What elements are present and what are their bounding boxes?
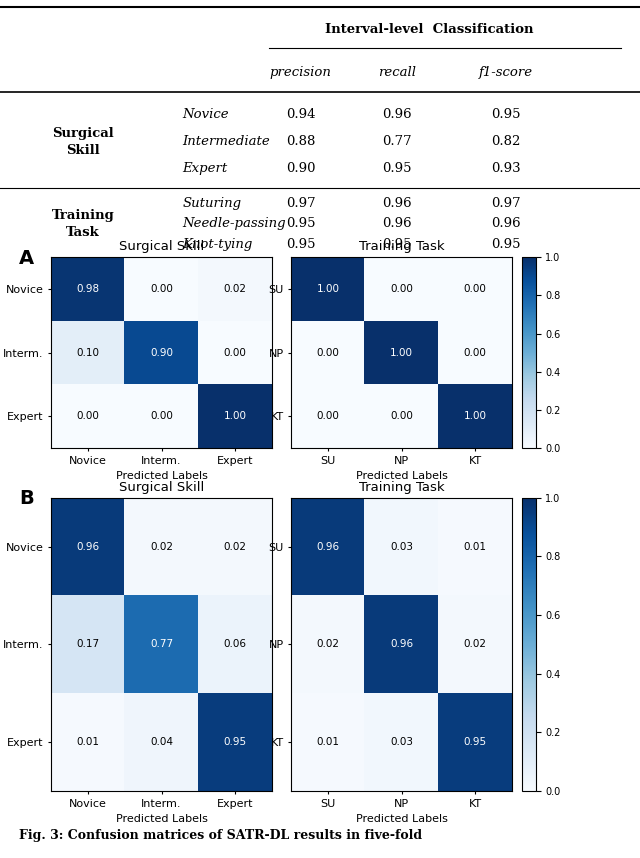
Text: 1.00: 1.00	[317, 284, 339, 294]
Text: 0.96: 0.96	[316, 541, 340, 552]
Text: 0.06: 0.06	[224, 639, 246, 650]
Text: 0.17: 0.17	[76, 639, 100, 650]
Text: 0.96: 0.96	[382, 108, 412, 122]
Text: 0.96: 0.96	[76, 541, 100, 552]
Text: Novice: Novice	[182, 108, 229, 122]
Text: f1-score: f1-score	[479, 66, 532, 79]
Text: 0.00: 0.00	[464, 284, 486, 294]
Text: 0.02: 0.02	[464, 639, 486, 650]
Text: 0.01: 0.01	[77, 737, 99, 747]
Text: 0.00: 0.00	[317, 411, 339, 421]
Title: Training Task: Training Task	[359, 240, 444, 253]
Text: Expert: Expert	[182, 161, 228, 175]
Text: 0.00: 0.00	[77, 411, 99, 421]
Text: A: A	[19, 249, 35, 268]
Text: Knot-tying: Knot-tying	[182, 238, 253, 251]
Text: 0.00: 0.00	[150, 411, 173, 421]
Text: 0.01: 0.01	[464, 541, 486, 552]
Text: 1.00: 1.00	[390, 347, 413, 358]
X-axis label: Predicted Labels: Predicted Labels	[356, 814, 447, 825]
Text: 0.10: 0.10	[77, 347, 99, 358]
Text: 0.95: 0.95	[382, 238, 412, 251]
Text: 0.96: 0.96	[382, 217, 412, 230]
Text: Fig. 3: Confusion matrices of SATR-DL results in five-fold: Fig. 3: Confusion matrices of SATR-DL re…	[19, 829, 422, 842]
Text: 0.00: 0.00	[224, 347, 246, 358]
Text: Training
Task: Training Task	[52, 208, 115, 239]
Text: 0.03: 0.03	[390, 541, 413, 552]
Text: 0.98: 0.98	[76, 284, 100, 294]
Text: Intermediate: Intermediate	[182, 135, 270, 148]
Text: 0.95: 0.95	[223, 737, 247, 747]
Text: 0.95: 0.95	[491, 108, 520, 122]
Text: Suturing: Suturing	[182, 196, 241, 209]
Text: 0.00: 0.00	[390, 411, 413, 421]
Text: B: B	[19, 489, 34, 508]
Title: Surgical Skill: Surgical Skill	[119, 240, 204, 253]
Text: 0.03: 0.03	[390, 737, 413, 747]
Text: 1.00: 1.00	[464, 411, 486, 421]
Text: 0.02: 0.02	[224, 541, 246, 552]
Text: Needle-passing: Needle-passing	[182, 217, 286, 230]
Text: recall: recall	[378, 66, 416, 79]
Text: 0.95: 0.95	[382, 161, 412, 175]
Text: 0.96: 0.96	[491, 217, 520, 230]
Text: 0.95: 0.95	[286, 238, 316, 251]
Title: Training Task: Training Task	[359, 480, 444, 493]
Text: 0.95: 0.95	[491, 238, 520, 251]
Text: 0.02: 0.02	[150, 541, 173, 552]
Text: 0.90: 0.90	[286, 161, 316, 175]
Text: 0.97: 0.97	[286, 196, 316, 209]
Text: 0.93: 0.93	[491, 161, 520, 175]
Title: Surgical Skill: Surgical Skill	[119, 480, 204, 493]
Text: 0.00: 0.00	[390, 284, 413, 294]
Text: 0.00: 0.00	[150, 284, 173, 294]
X-axis label: Predicted Labels: Predicted Labels	[116, 471, 207, 481]
Text: 0.97: 0.97	[491, 196, 520, 209]
Text: Interval-level  Classification: Interval-level Classification	[324, 22, 533, 35]
Text: 0.00: 0.00	[464, 347, 486, 358]
Text: 0.94: 0.94	[286, 108, 316, 122]
Text: 0.95: 0.95	[286, 217, 316, 230]
Text: 0.01: 0.01	[317, 737, 339, 747]
Text: 0.96: 0.96	[382, 196, 412, 209]
Text: 0.02: 0.02	[317, 639, 339, 650]
X-axis label: Predicted Labels: Predicted Labels	[116, 814, 207, 825]
Text: Surgical
Skill: Surgical Skill	[52, 126, 114, 156]
Text: 0.96: 0.96	[390, 639, 413, 650]
X-axis label: Predicted Labels: Predicted Labels	[356, 471, 447, 481]
Text: 0.95: 0.95	[463, 737, 487, 747]
Text: 0.88: 0.88	[286, 135, 316, 148]
Text: 0.02: 0.02	[224, 284, 246, 294]
Text: 0.90: 0.90	[150, 347, 173, 358]
Text: 0.77: 0.77	[382, 135, 412, 148]
Text: 0.00: 0.00	[317, 347, 339, 358]
Text: 1.00: 1.00	[224, 411, 246, 421]
Text: 0.77: 0.77	[150, 639, 173, 650]
Text: 0.82: 0.82	[491, 135, 520, 148]
Text: precision: precision	[270, 66, 332, 79]
Text: 0.04: 0.04	[150, 737, 173, 747]
